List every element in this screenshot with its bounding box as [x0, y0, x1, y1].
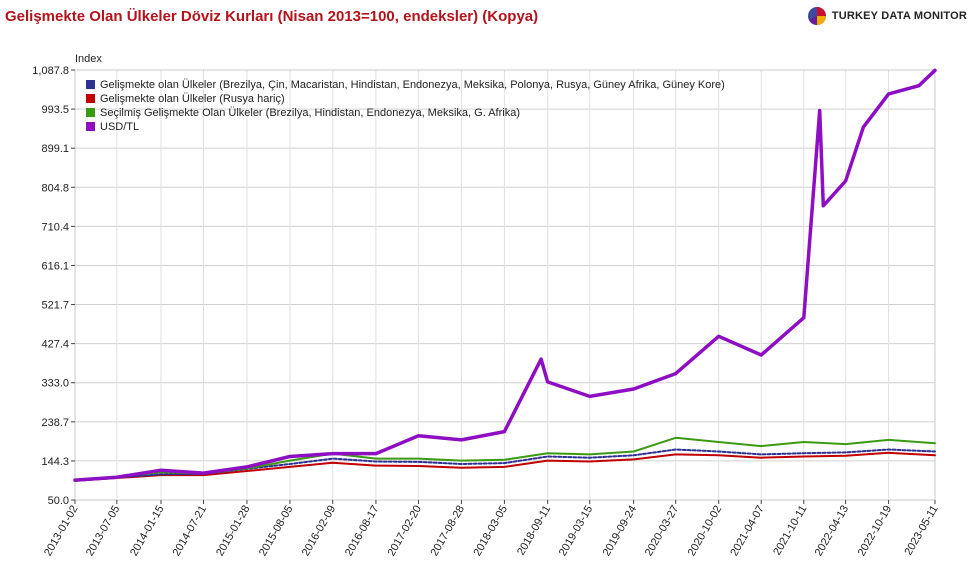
y-tick-label: 144.3: [41, 456, 69, 468]
chart-title: Gelişmekte Olan Ülkeler Döviz Kurları (N…: [5, 8, 539, 25]
x-tick-label: 2014-07-21: [171, 504, 210, 559]
x-tick-label: 2022-10-19: [856, 504, 895, 559]
brand[interactable]: TURKEY DATA MONITOR: [807, 6, 967, 26]
gridlines: [74, 69, 936, 501]
legend-swatch: [86, 108, 95, 117]
series-lines: [73, 68, 937, 482]
y-tick-label: 710.4: [41, 221, 69, 233]
legend-entry[interactable]: Gelişmekte olan Ülkeler (Rusya hariç): [100, 93, 285, 105]
x-tick-label: 2015-01-28: [214, 504, 253, 559]
y-tick-label: 427.4: [41, 339, 69, 351]
x-tick-label: 2019-03-15: [557, 504, 596, 559]
x-tick-label: 2016-08-17: [343, 504, 382, 559]
x-tick-label: 2013-07-05: [84, 504, 123, 559]
x-tick-label: 2018-09-11: [515, 504, 553, 558]
x-tick-label: 2017-02-20: [386, 504, 425, 559]
x-tick-label: 2014-01-15: [128, 504, 167, 559]
series-line-3: [73, 68, 937, 482]
brand-name: TURKEY DATA MONITOR: [831, 10, 967, 22]
x-tick-label: 2015-08-05: [257, 504, 296, 559]
y-tick-label: 333.0: [41, 378, 69, 390]
x-tick-label: 2021-10-11: [771, 504, 809, 558]
y-tick-label: 50.0: [48, 495, 69, 507]
legend-entry[interactable]: Gelişmekte olan Ülkeler (Brezilya, Çin, …: [100, 79, 725, 91]
legend-swatch: [86, 80, 95, 89]
x-tick-label: 2016-02-09: [300, 504, 339, 559]
x-tick-label: 2019-09-24: [601, 504, 640, 559]
x-tick-label: 2017-08-28: [429, 504, 468, 559]
pie-logo-icon: [807, 7, 826, 25]
plot-frame: [74, 69, 936, 501]
y-tick-label: 238.7: [41, 417, 69, 429]
x-tick-label: 2013-01-02: [42, 504, 81, 559]
y-axis-unit-label: Index: [75, 53, 102, 65]
x-tick-label: 2020-10-02: [686, 504, 725, 559]
x-tick-label: 2018-03-05: [471, 504, 510, 559]
x-tick-label: 2021-04-07: [728, 504, 767, 559]
legend-swatch: [86, 122, 95, 131]
x-tick-label: 2020-03-27: [643, 504, 682, 559]
y-tick-label: 521.7: [41, 300, 69, 312]
y-tick-label: 1,087.8: [32, 65, 69, 77]
y-tick-label: 616.1: [41, 260, 69, 272]
x-tick-label: 2022-04-13: [813, 504, 852, 559]
y-tick-label: 899.1: [41, 143, 69, 155]
x-tick-label: 2023-05-11: [902, 504, 940, 558]
legend-entry[interactable]: Seçilmiş Gelişmekte Olan Ülkeler (Brezil…: [100, 107, 520, 119]
y-tick-label: 993.5: [41, 104, 69, 116]
y-tick-label: 804.8: [41, 182, 69, 194]
legend-entry[interactable]: USD/TL: [100, 121, 139, 133]
legend-swatch: [86, 94, 95, 103]
legend: Gelişmekte olan Ülkeler (Brezilya, Çin, …: [86, 79, 725, 133]
